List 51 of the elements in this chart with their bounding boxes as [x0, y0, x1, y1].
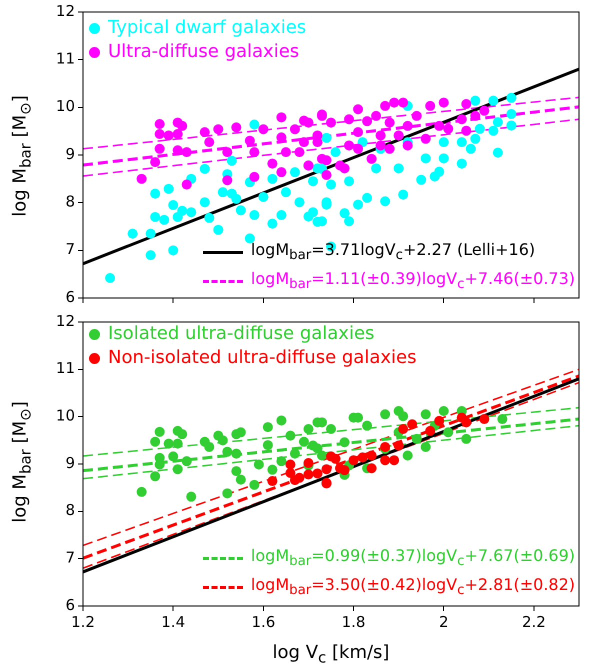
y-tick-label: 11: [56, 50, 75, 68]
legend-label: logM$_{bar}$=1.11(±0.39)logV$_{c}$+7.46(±0.73): [250, 268, 575, 294]
y-tick-label: 12: [56, 312, 75, 330]
x-tick-label: 2: [438, 612, 448, 631]
point: [358, 452, 368, 462]
x-tick-label: 1.6: [251, 612, 276, 631]
y-tick-label: 8: [65, 501, 75, 520]
x-axis-title: log V$_{c}$ [km/s]: [272, 642, 390, 667]
y-tick-label: 7: [65, 240, 75, 258]
y-tick-label: 7: [65, 548, 75, 567]
legend-label: Typical dwarf galaxies: [108, 16, 306, 40]
y-tick-label: 6: [65, 596, 75, 614]
x-tick-label: 1.4: [161, 612, 186, 631]
point: [285, 459, 296, 470]
point: [434, 416, 444, 426]
point: [330, 454, 341, 464]
y-tick-label: 12: [56, 2, 75, 20]
x-tick-label: 1.2: [71, 612, 95, 631]
y-tick-label: 9: [65, 144, 75, 163]
y-tick-label: 6: [65, 288, 75, 306]
y-tick-label: 10: [56, 97, 75, 116]
point: [340, 465, 350, 476]
point: [398, 424, 408, 434]
point: [461, 417, 472, 428]
legend-label: logM$_{bar}$=3.71logV$_{c}$+2.27 (Lelli+16): [250, 238, 536, 265]
y-tick-label: 9: [65, 454, 75, 472]
point: [285, 468, 296, 478]
point: [312, 468, 322, 478]
point: [348, 455, 359, 466]
y-tick-label: 10: [56, 406, 75, 425]
point: [425, 426, 436, 436]
point: [389, 455, 400, 466]
y-tick-label: 8: [65, 192, 75, 211]
point: [267, 476, 278, 486]
x-tick-label: 1.8: [342, 612, 366, 631]
point: [366, 450, 377, 460]
point: [407, 419, 418, 430]
x-tick-label: 2.2: [522, 612, 546, 631]
point: [303, 469, 314, 480]
point: [479, 414, 490, 424]
legend-label: logM$_{bar}$=0.99(±0.37)logV$_{c}$+7.67(±0.69): [250, 544, 575, 571]
y-tick-label: 11: [56, 359, 75, 378]
legend-label: Ultra-diffuse galaxies: [108, 40, 300, 64]
point: [394, 440, 404, 451]
point: [380, 455, 390, 466]
point: [290, 475, 300, 486]
point: [321, 464, 332, 474]
legend-label: logM$_{bar}$=3.50(±0.42)logV$_{c}$+2.81(±0.82): [250, 574, 575, 600]
legend-label: Isolated ultra-diffuse galaxies: [108, 322, 374, 346]
legend-label: Non-isolated ultra-diffuse galaxies: [108, 346, 416, 370]
point: [366, 463, 377, 474]
